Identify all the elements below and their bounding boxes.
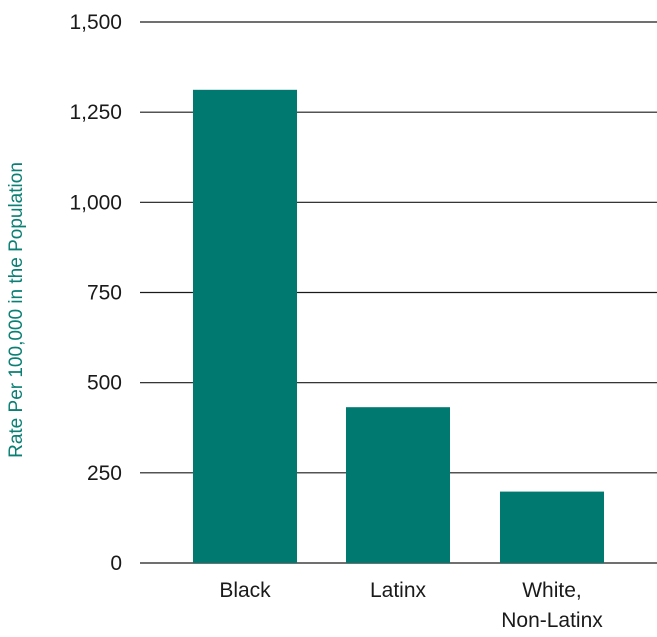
y-tick-label: 500: [87, 372, 122, 395]
y-tick-label: 1,500: [69, 11, 122, 34]
y-axis-title: Rate Per 100,000 in the Population: [6, 162, 27, 458]
y-axis-tick-labels: 0 250 500 750 1,000 1,250 1,500: [69, 11, 122, 575]
y-tick-label: 750: [87, 282, 122, 305]
bar: [500, 491, 604, 563]
y-tick-label: 1,250: [69, 101, 122, 124]
x-category-label: Black: [219, 579, 271, 602]
bar: [346, 407, 450, 563]
y-tick-label: 250: [87, 462, 122, 485]
x-category-label: White, Non-Latinx: [501, 579, 603, 632]
bar: [193, 89, 297, 564]
y-tick-label: 0: [110, 552, 122, 575]
x-category-label: Latinx: [370, 579, 427, 602]
y-tick-label: 1,000: [69, 191, 122, 214]
bars: [193, 89, 604, 564]
x-axis-category-labels: Black Latinx White, Non-Latinx: [219, 579, 603, 632]
